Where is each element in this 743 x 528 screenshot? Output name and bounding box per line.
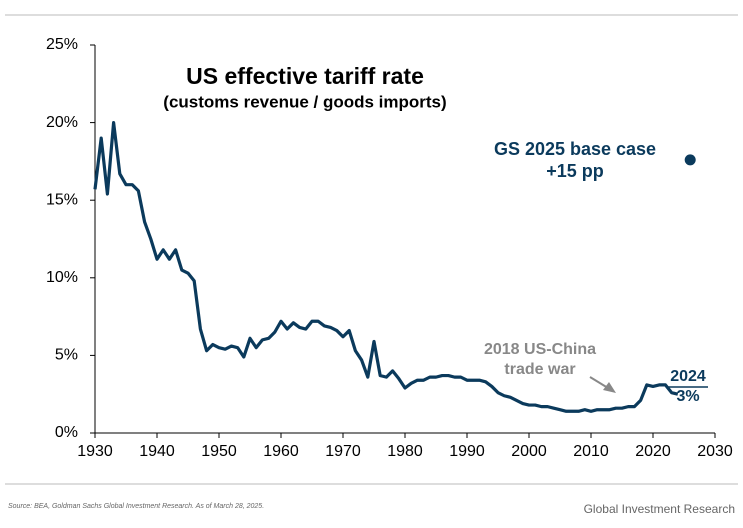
annotation: 2018 US-China xyxy=(484,341,596,358)
chart-title: US effective tariff rate xyxy=(186,63,424,89)
x-tick-label: 2020 xyxy=(635,443,671,460)
x-tick-label: 2030 xyxy=(697,443,733,460)
x-tick-label: 1990 xyxy=(449,443,485,460)
x-tick-label: 2010 xyxy=(573,443,609,460)
projection-point xyxy=(684,154,696,166)
y-tick-label: 10% xyxy=(46,269,78,286)
annotation: trade war xyxy=(504,361,575,378)
brand: Global Investment Research xyxy=(584,502,735,516)
annotation-arrow xyxy=(589,376,609,389)
annotation: 2024 xyxy=(670,368,706,385)
annotation: 3% xyxy=(676,388,699,405)
x-tick-label: 1960 xyxy=(263,443,299,460)
x-tick-label: 1950 xyxy=(201,443,237,460)
projection-label: +15 pp xyxy=(546,161,604,181)
projection-label: GS 2025 base case xyxy=(494,139,656,159)
chart-subtitle: (customs revenue / goods imports) xyxy=(163,92,446,111)
y-tick-label: 5% xyxy=(55,347,78,364)
x-tick-label: 1970 xyxy=(325,443,361,460)
y-tick-label: 0% xyxy=(55,424,78,441)
y-tick-label: 20% xyxy=(46,114,78,131)
annotation-arrowhead xyxy=(603,382,616,393)
y-tick-label: 15% xyxy=(46,191,78,208)
x-tick-label: 1930 xyxy=(77,443,113,460)
x-tick-label: 1940 xyxy=(139,443,175,460)
line-series xyxy=(93,121,679,413)
x-tick-label: 2000 xyxy=(511,443,547,460)
x-tick-label: 1980 xyxy=(387,443,423,460)
y-tick-label: 25% xyxy=(46,36,78,53)
source-note: Source: BEA, Goldman Sachs Global Invest… xyxy=(8,503,264,510)
